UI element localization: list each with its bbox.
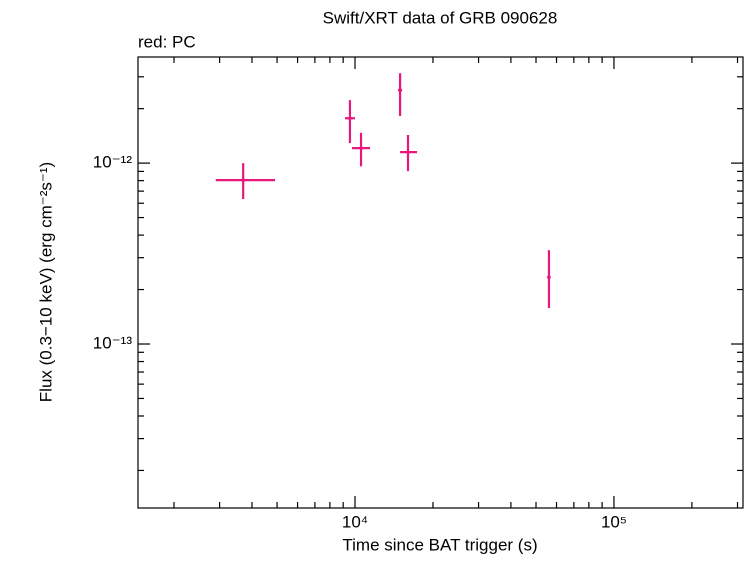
data-point — [398, 88, 402, 92]
subtitle: red: PC — [138, 32, 196, 51]
x-tick-label: 10⁴ — [342, 512, 368, 531]
y-axis-label: Flux (0.3−10 keV) (erg cm⁻²s⁻¹) — [36, 162, 55, 402]
data-point — [241, 178, 245, 182]
data-point — [348, 116, 352, 121]
x-tick-label: 10⁵ — [601, 512, 627, 531]
data-point — [547, 275, 551, 280]
data-point — [359, 146, 363, 150]
y-tick-label: 10⁻¹³ — [93, 333, 133, 352]
chart-title: Swift/XRT data of GRB 090628 — [323, 8, 558, 27]
data-point — [406, 150, 410, 154]
plot-frame — [137, 56, 744, 509]
y-tick-label: 10⁻¹² — [93, 153, 133, 172]
x-axis-label: Time since BAT trigger (s) — [342, 535, 537, 554]
